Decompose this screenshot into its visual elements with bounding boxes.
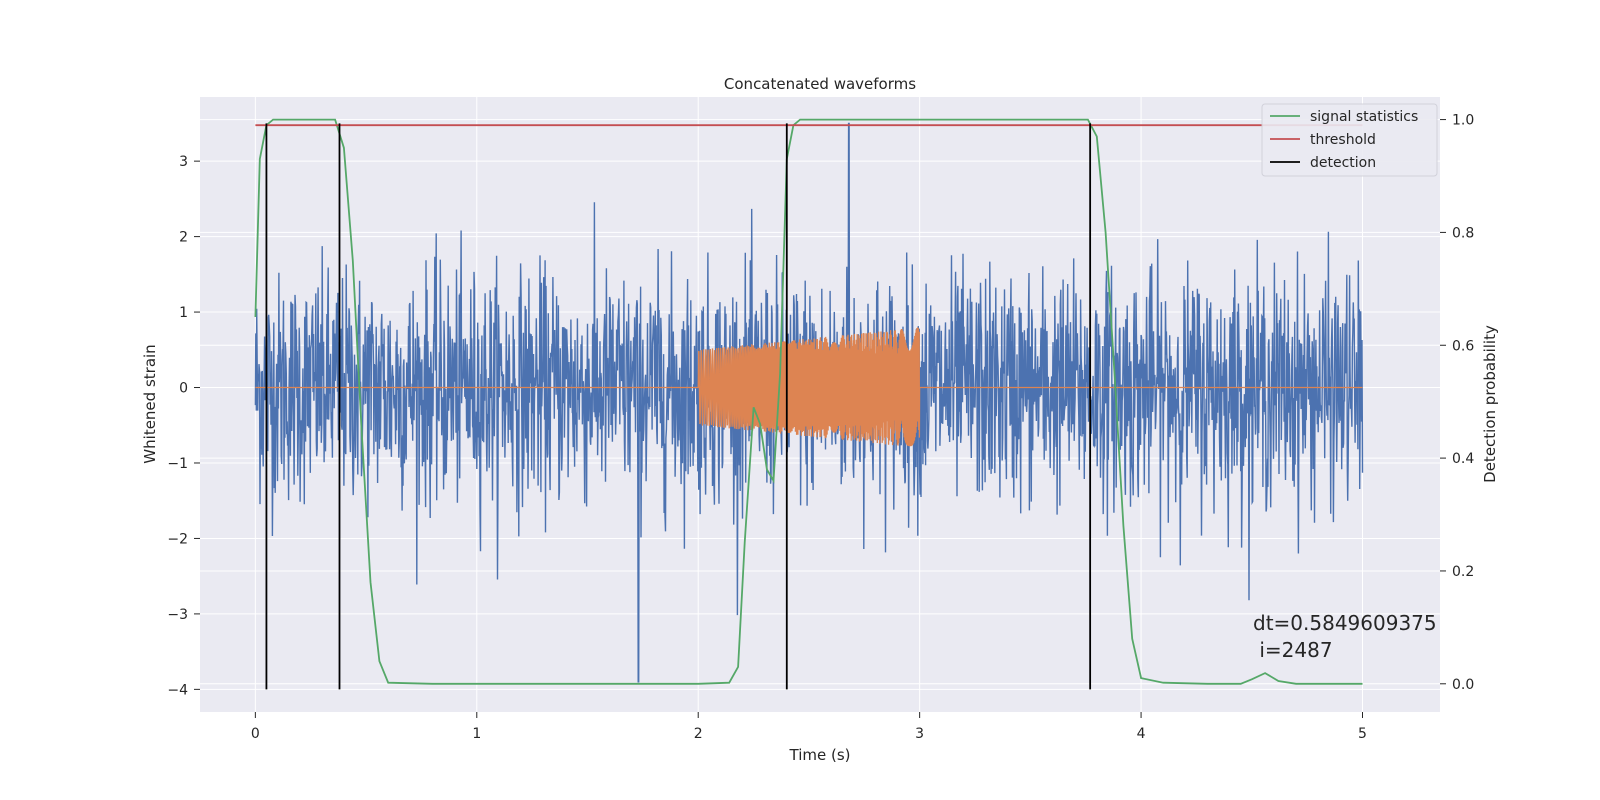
y-tick-label: −2 [167, 531, 188, 547]
x-tick-label: 5 [1358, 726, 1367, 742]
y-tick-label: 1 [179, 305, 188, 321]
y-tick-label: −3 [167, 607, 188, 623]
y2-tick-label: 0.8 [1452, 225, 1474, 241]
x-axis-label: Time (s) [789, 746, 851, 764]
annotation-i: i=2487 [1253, 638, 1333, 662]
y2-tick-label: 0.6 [1452, 338, 1474, 354]
x-tick-label: 4 [1137, 726, 1146, 742]
x-tick-label: 1 [472, 726, 481, 742]
y2-tick-label: 0.2 [1452, 564, 1474, 580]
x-tick-label: 2 [694, 726, 703, 742]
y2-tick-label: 0.0 [1452, 677, 1474, 693]
legend-label-threshold: threshold [1310, 132, 1376, 148]
chart-title: Concatenated waveforms [724, 75, 916, 93]
y2-axis-label: Detection probability [1481, 325, 1499, 483]
y-tick-label: 3 [179, 154, 188, 170]
x-tick-label: 3 [915, 726, 924, 742]
legend: signal statistics threshold detection [1261, 103, 1438, 177]
legend-label-detection: detection [1310, 155, 1376, 171]
signal-statistics-line [254, 118, 1363, 685]
annotation-dt: dt=0.5849609375 [1253, 611, 1437, 635]
y-tick-label: −1 [167, 456, 188, 472]
x-tick-label: 0 [251, 726, 260, 742]
legend-label-signal-statistics: signal statistics [1310, 109, 1418, 125]
y-tick-label: 2 [179, 230, 188, 246]
y-tick-label: 0 [179, 381, 188, 397]
data-layer [254, 118, 1364, 690]
y2-tick-label: 1.0 [1452, 113, 1474, 129]
chirp-signal-line [255, 327, 1363, 447]
ticks: 0 1 2 3 4 5 −4 −3 −2 −1 0 1 2 3 0.0 0.2 0.4 0.6 0.8 1.0 [167, 113, 1474, 742]
legend-box [1261, 103, 1438, 177]
y-axis-label: Whitened strain [141, 344, 159, 463]
y-tick-label: −4 [167, 682, 188, 698]
y2-tick-label: 0.4 [1452, 451, 1474, 467]
